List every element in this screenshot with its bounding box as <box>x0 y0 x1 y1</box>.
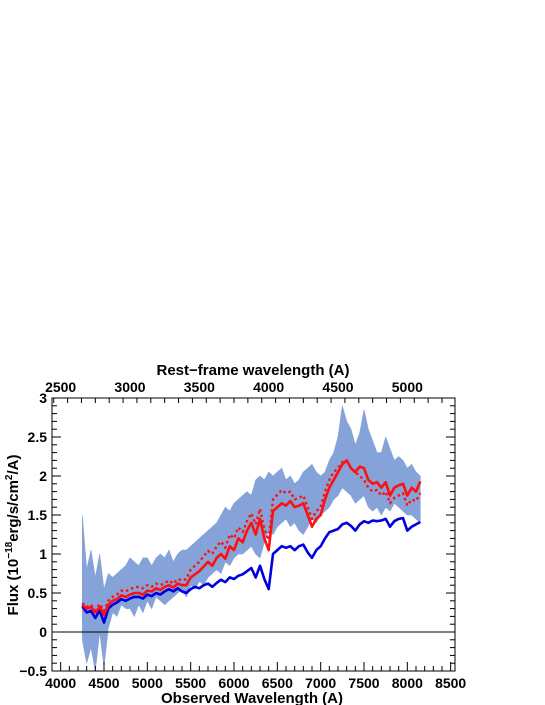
y-axis-label-part: erg/s/cm <box>5 480 22 542</box>
plot-area <box>81 405 422 671</box>
x2-tick-label: 3000 <box>114 379 145 395</box>
x-tick-label: 6000 <box>218 675 249 691</box>
y-axis-label-exponent: −18 <box>4 541 15 558</box>
x2-tick-label: 5000 <box>392 379 423 395</box>
x-tick-label: 8500 <box>435 675 466 691</box>
x-tick-label: 8000 <box>392 675 423 691</box>
x-tick-label: 4500 <box>88 675 119 691</box>
x-tick-label: 5500 <box>175 675 206 691</box>
y-axis-label-exponent: 2 <box>4 474 15 480</box>
x-tick-label: 5000 <box>132 675 163 691</box>
series-line-2 <box>81 459 422 617</box>
y-tick-label: 0 <box>39 624 47 640</box>
x2-tick-label: 2500 <box>45 379 76 395</box>
y-tick-label: 2.5 <box>28 429 48 445</box>
y-tick-label: 0.5 <box>28 585 48 601</box>
y-axis-label: Flux (10−18erg/s/cm2/A) <box>4 455 22 616</box>
y-tick-label: 2 <box>39 468 47 484</box>
series-line-1 <box>81 516 421 624</box>
plot-layer <box>81 405 422 671</box>
x2-tick-label: 4500 <box>322 379 353 395</box>
x-tick-label: 6500 <box>262 675 293 691</box>
error-band-area <box>82 405 421 671</box>
top-x-axis-label: Rest−frame wavelength (A) <box>157 362 350 379</box>
y-tick-label: 1 <box>39 546 47 562</box>
x-tick-label: 4000 <box>45 675 76 691</box>
y-axis-label-part: Flux (10 <box>5 559 22 616</box>
y-tick-label: 3 <box>39 390 47 406</box>
x2-tick-label: 4000 <box>253 379 284 395</box>
plot-frame <box>51 397 456 672</box>
x2-tick-label: 3500 <box>184 379 215 395</box>
x-axis-label: Observed Wavelength (A) <box>161 690 343 705</box>
x-tick-label: 7000 <box>305 675 336 691</box>
axes-layer: 4000 4500 5000 5500 6000 6500 7000 7500 8000 8500… <box>19 379 466 691</box>
y-tick-label: 1.5 <box>28 507 48 523</box>
y-axis-label-part: /A) <box>5 455 22 475</box>
y-tick-label: −0.5 <box>19 663 47 679</box>
x-tick-label: 7500 <box>348 675 379 691</box>
